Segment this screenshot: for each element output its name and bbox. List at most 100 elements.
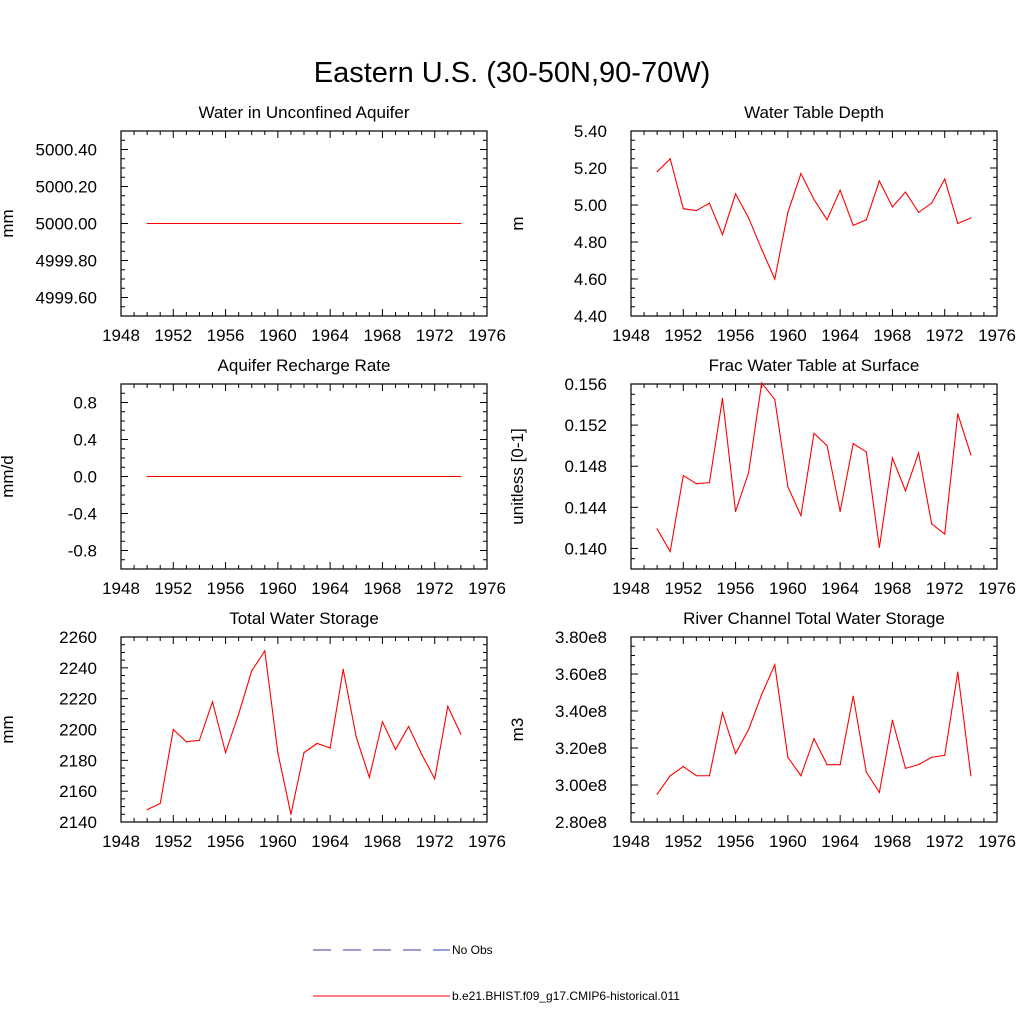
x-tick-label: 1952 (664, 326, 702, 345)
x-tick-label: 1972 (416, 326, 454, 345)
data-point (826, 445, 828, 447)
panel-title: Water Table Depth (744, 103, 884, 122)
legend-label: No Obs (452, 943, 493, 957)
x-tick-label: 1948 (612, 326, 650, 345)
y-tick-label: 5000.00 (36, 215, 97, 234)
data-point (211, 701, 214, 703)
x-tick-label: 1960 (769, 326, 807, 345)
y-tick-label: 3.00e8 (555, 776, 607, 795)
data-point (865, 451, 867, 453)
panel-title: Total Water Storage (229, 609, 379, 628)
data-point (800, 514, 802, 517)
x-tick-label: 1976 (978, 832, 1016, 851)
data-point (878, 180, 880, 182)
data-point (748, 217, 750, 219)
data-point (669, 158, 671, 160)
data-point (264, 650, 266, 652)
y-tick-label: 0.0 (73, 468, 97, 487)
y-tick-label: 4999.80 (36, 252, 97, 271)
y-axis-label: mm (0, 715, 17, 743)
panel-title: Aquifer Recharge Rate (218, 356, 391, 375)
data-point (460, 222, 462, 225)
x-tick-label: 1952 (154, 579, 192, 598)
data-point (813, 432, 815, 434)
data-point (774, 398, 776, 401)
x-tick-label: 1964 (821, 326, 859, 345)
data-point (381, 721, 384, 723)
x-tick-label: 1960 (259, 326, 297, 345)
data-point (421, 753, 423, 755)
data-point (185, 741, 187, 743)
data-point (931, 202, 933, 204)
data-point (761, 693, 763, 695)
legend-label: b.e21.BHIST.f09_g17.CMIP6-historical.011 (452, 989, 680, 1003)
chart-panel-2: Water Table Depth m 1948 1952 1956 1960 1964 19… (508, 103, 1016, 345)
y-axis-label: unitless [0-1] (508, 428, 527, 524)
data-point (878, 546, 880, 549)
data-point (695, 483, 697, 485)
x-tick-label: 1968 (364, 326, 402, 345)
x-tick-label: 1972 (416, 832, 454, 851)
y-tick-label: -0.4 (68, 505, 97, 524)
data-point (172, 728, 174, 731)
x-tick-label: 1964 (821, 579, 859, 598)
x-tick-label: 1968 (874, 579, 912, 598)
x-tick-label: 1960 (769, 832, 807, 851)
data-point (852, 443, 854, 445)
data-point (224, 752, 227, 754)
y-tick-label: 4999.60 (36, 289, 97, 308)
data-point (277, 752, 279, 754)
chart-panels: Water in Unconfined Aquifer mm 1948 1952 195… (0, 103, 1016, 851)
data-point (813, 198, 815, 201)
chart-panel-3: Aquifer Recharge Rate mm/d 1948 1952 1956 196… (0, 356, 506, 598)
data-point (682, 208, 684, 210)
data-point (839, 764, 841, 766)
y-tick-label: 4.40 (574, 307, 607, 326)
y-tick-label: 5.40 (574, 122, 607, 141)
y-tick-label: 2.80e8 (555, 813, 607, 832)
data-point (198, 739, 201, 741)
data-point (891, 206, 894, 208)
data-point (721, 234, 724, 236)
data-point (238, 713, 240, 715)
chart-panel-5: Total Water Storage mm 1948 1952 1956 1960 196… (0, 609, 506, 851)
legend: No Obs b.e21.BHIST.f09_g17.CMIP6-historic… (313, 943, 680, 1003)
data-point (826, 219, 828, 221)
data-point (342, 668, 344, 670)
x-tick-label: 1976 (978, 579, 1016, 598)
data-point (146, 809, 148, 811)
data-point (944, 533, 946, 535)
x-tick-label: 1956 (717, 832, 755, 851)
data-point (734, 510, 737, 513)
y-tick-label: 5000.20 (36, 178, 97, 197)
data-point (787, 211, 789, 213)
data-point (917, 211, 920, 213)
x-tick-label: 1956 (207, 579, 245, 598)
chart-panel-4: Frac Water Table at Surface unitless [0-1… (508, 356, 1016, 598)
x-tick-label: 1964 (311, 579, 349, 598)
x-tick-label: 1976 (978, 326, 1016, 345)
data-point (407, 725, 410, 728)
data-point (970, 775, 972, 777)
y-tick-label: 0.4 (73, 431, 97, 450)
chart-panel-6: River Channel Total Water Storage m3 1948 1… (508, 609, 1016, 851)
data-point (460, 733, 462, 735)
x-tick-label: 1968 (364, 579, 402, 598)
data-point (761, 248, 763, 250)
y-tick-label: 0.140 (564, 539, 607, 558)
data-point (917, 764, 920, 766)
x-tick-label: 1948 (102, 579, 140, 598)
y-axis-label: mm/d (0, 455, 17, 498)
data-point (303, 752, 305, 754)
data-point (708, 775, 711, 777)
y-tick-label: 2200 (59, 721, 97, 740)
x-tick-label: 1960 (259, 832, 297, 851)
data-point (761, 382, 763, 384)
data-point (891, 719, 894, 721)
data-point (656, 171, 658, 173)
data-point (891, 457, 894, 459)
data-point (787, 756, 789, 758)
chart-panel-1: Water in Unconfined Aquifer mm 1948 1952 195… (0, 103, 506, 345)
